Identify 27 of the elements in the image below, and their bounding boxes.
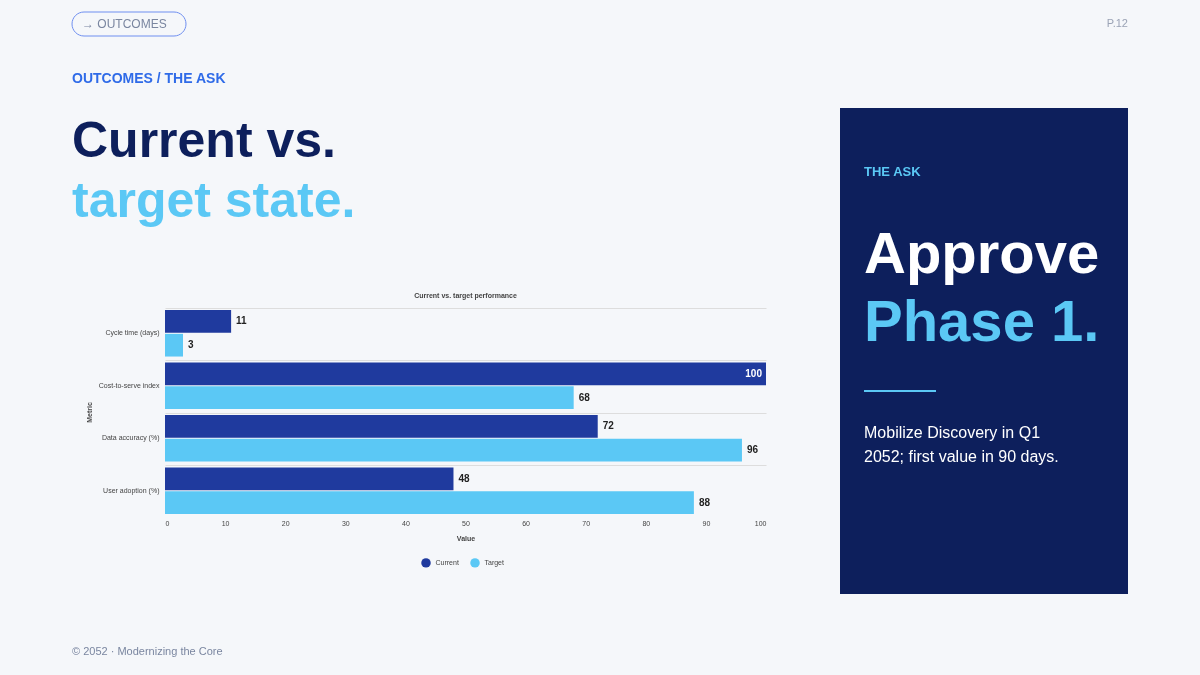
data-label: 3	[188, 339, 195, 351]
bar	[165, 386, 574, 410]
data-label: 11	[236, 315, 248, 327]
bar	[165, 438, 742, 462]
text: Approve	[864, 220, 1100, 285]
data-label: 88	[698, 496, 711, 508]
text: 2052; first value in 90 days.	[864, 448, 1059, 465]
text: Current vs.	[72, 112, 336, 168]
bar	[165, 362, 766, 386]
text: © 2052 · Modernizing the Core	[72, 645, 223, 657]
bar	[165, 467, 454, 491]
data-label: 68	[578, 391, 591, 403]
data-label: 96	[746, 444, 759, 456]
data-label: 72	[602, 420, 615, 432]
text: P.12	[1106, 17, 1128, 29]
data-label: 48	[458, 472, 471, 484]
bar	[165, 414, 598, 438]
bar	[165, 309, 232, 333]
text: → OUTCOMES	[82, 17, 167, 31]
bar	[165, 333, 184, 357]
text: THE ASK	[864, 164, 922, 179]
data-label: 100	[745, 367, 763, 379]
text: Phase 1.	[864, 288, 1100, 353]
text: OUTCOMES / THE ASK	[72, 70, 226, 86]
text: target state.	[72, 172, 356, 228]
bar	[165, 491, 694, 515]
text: Mobilize Discovery in Q1	[864, 424, 1041, 441]
